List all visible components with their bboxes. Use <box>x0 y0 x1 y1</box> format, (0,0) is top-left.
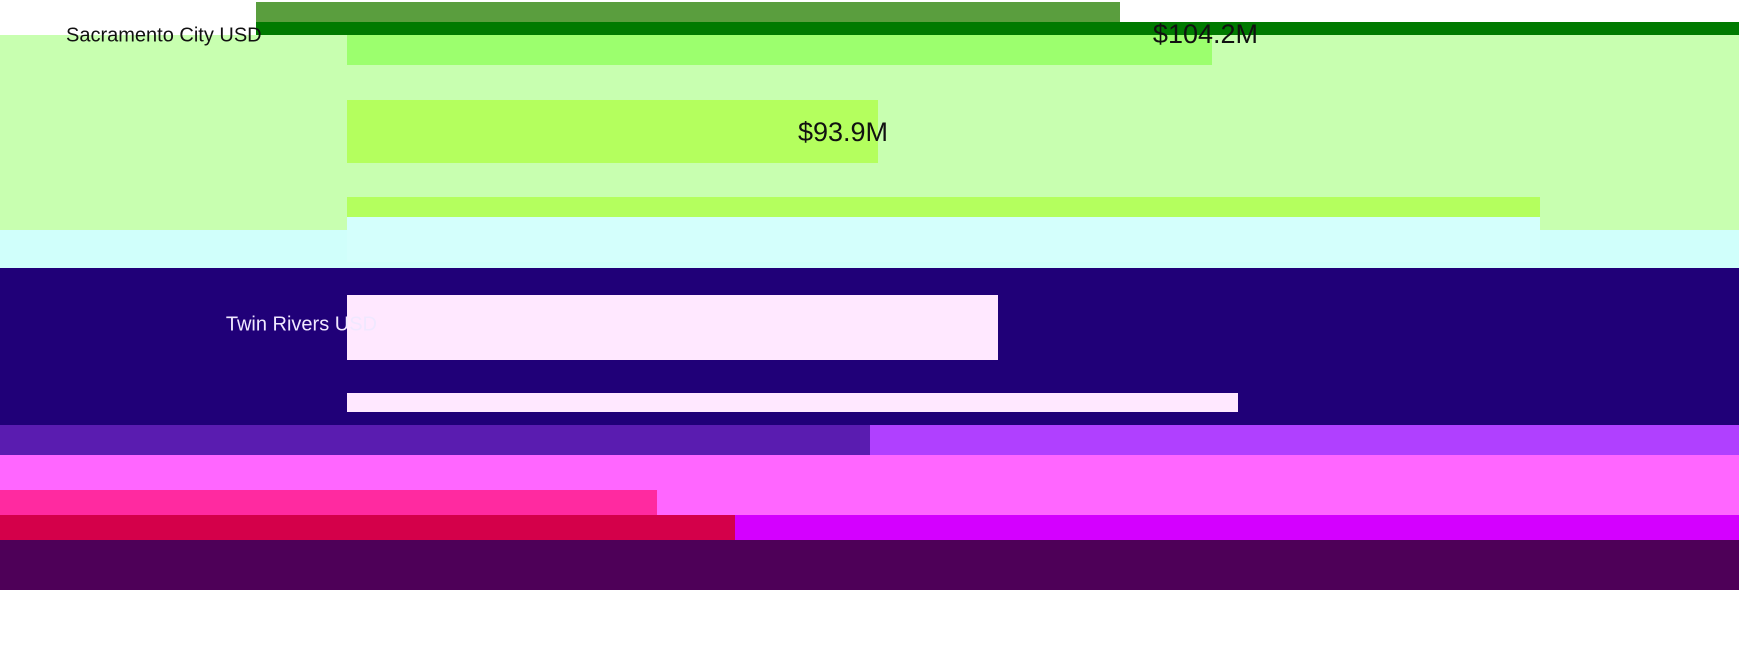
bar <box>347 295 998 360</box>
band <box>0 540 1739 590</box>
band <box>0 515 735 540</box>
screenshot: Sacramento City USD $104.2M $93.9M Twin … <box>0 0 1739 655</box>
bar <box>347 217 1540 262</box>
value-label: $93.9M <box>798 117 888 147</box>
row-label: Sacramento City USD <box>66 24 262 46</box>
value-label: $104.2M <box>1153 19 1258 49</box>
band <box>0 425 870 455</box>
band <box>870 425 1739 455</box>
band <box>256 22 1739 35</box>
band <box>0 490 657 515</box>
bar <box>347 35 1212 65</box>
row-label: Twin Rivers USD <box>226 313 377 335</box>
band <box>256 2 1120 22</box>
bar <box>347 197 1540 217</box>
band <box>735 515 1739 540</box>
bar <box>347 393 1238 412</box>
